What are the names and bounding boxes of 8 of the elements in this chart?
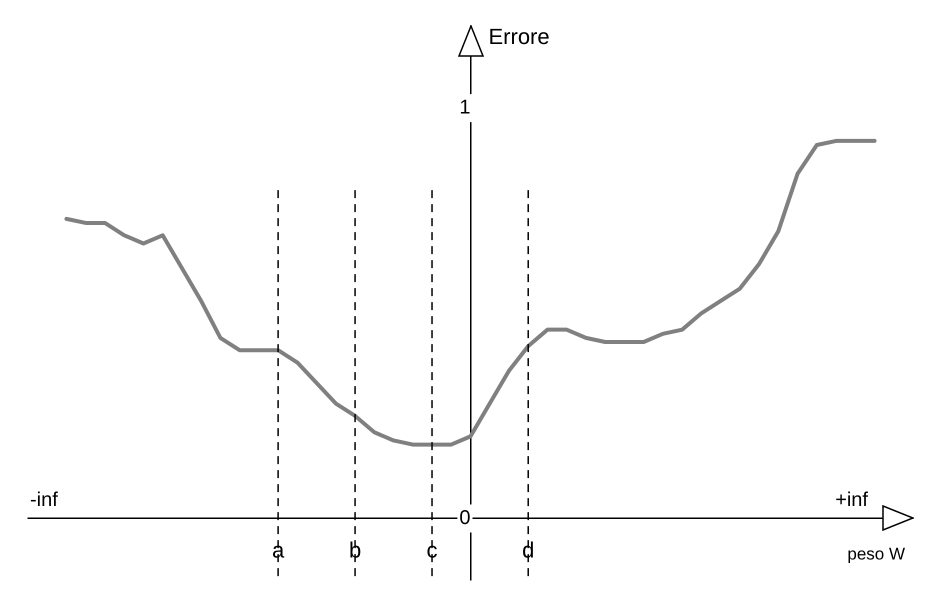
annotation: +inf bbox=[835, 488, 868, 511]
x-tick-label: b bbox=[348, 538, 362, 563]
y-tick-label: 1 bbox=[459, 96, 470, 119]
x-tick-label: d bbox=[522, 538, 534, 563]
y-tick-label: 0 bbox=[459, 506, 470, 529]
annotation: -inf bbox=[30, 488, 58, 511]
x-axis-title: peso W bbox=[847, 544, 905, 564]
y-axis-title: Errore bbox=[488, 24, 550, 50]
